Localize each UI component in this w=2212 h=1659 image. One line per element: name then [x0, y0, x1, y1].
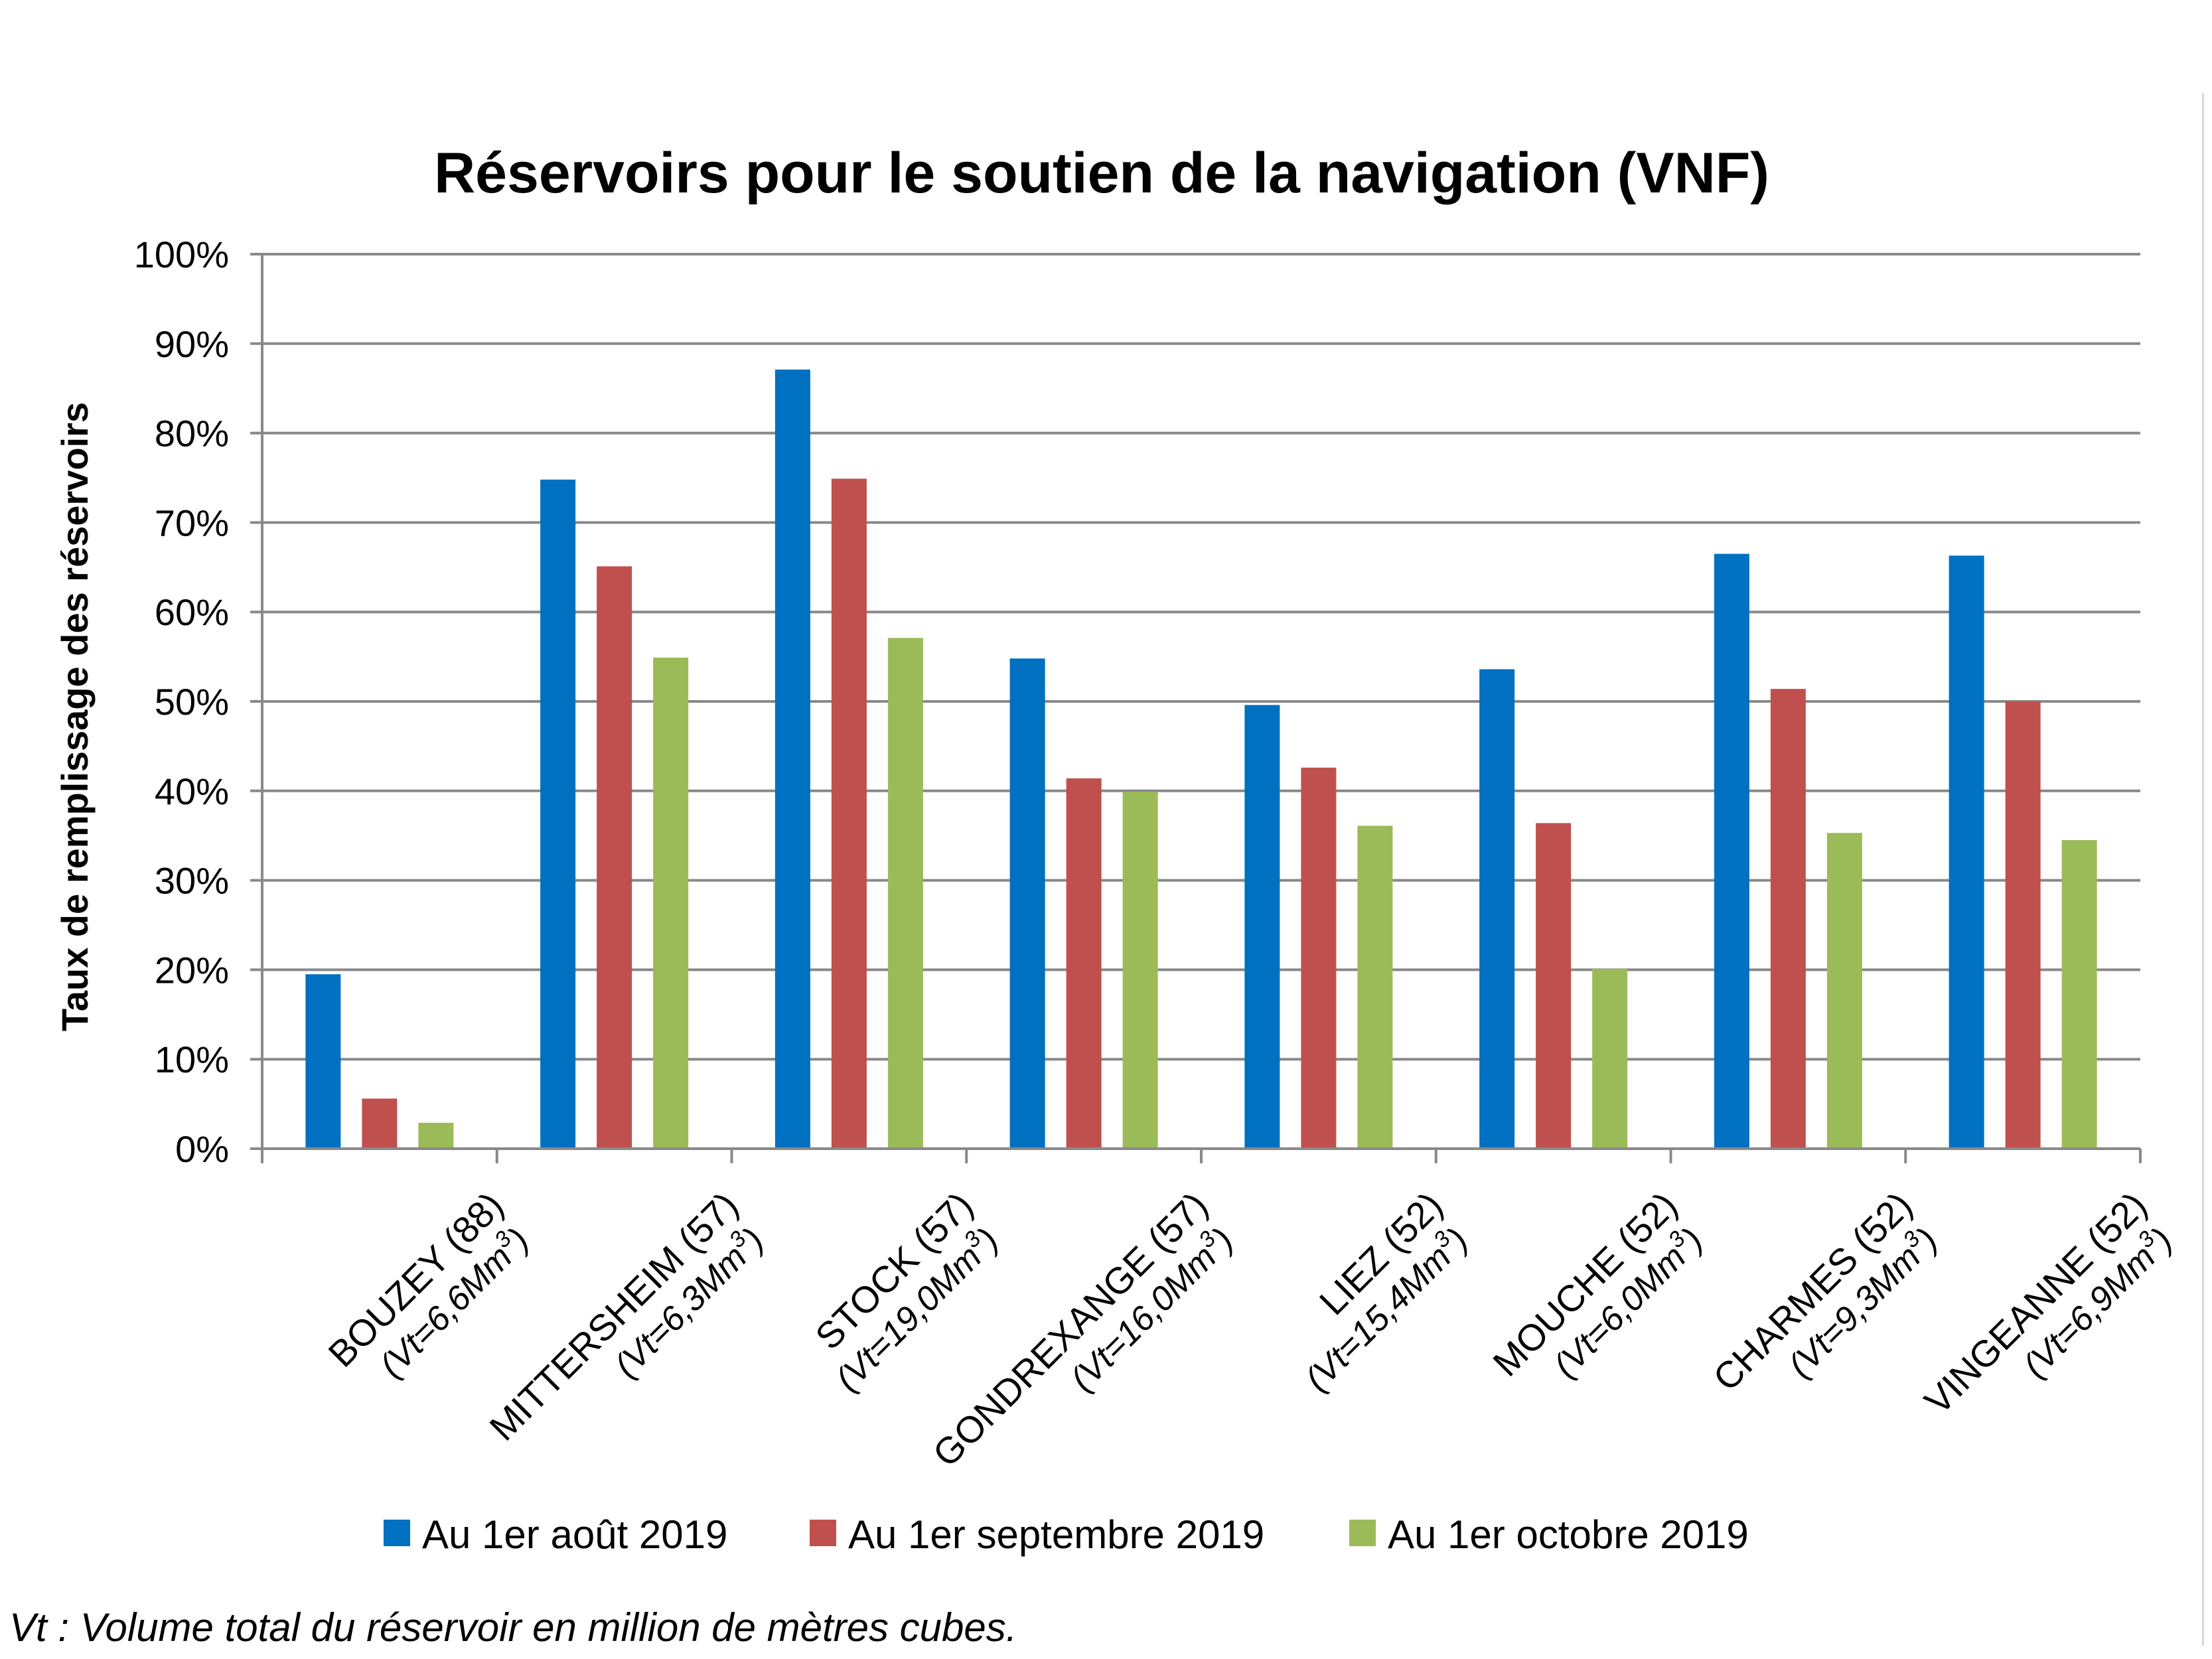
bar	[831, 478, 867, 1149]
panel-divider	[2202, 93, 2204, 1646]
y-tick-label: 100%	[134, 234, 229, 275]
bar	[2061, 839, 2097, 1149]
y-tick-label: 90%	[155, 323, 229, 365]
legend-label: Au 1er septembre 2019	[848, 1512, 1264, 1557]
y-tick-labels: 0% 10% 20% 30% 40% 50% 60% 70% 80% 90% 100%	[134, 234, 229, 1170]
bar	[1479, 669, 1515, 1149]
bar	[1301, 767, 1337, 1149]
bar	[1244, 705, 1280, 1149]
bar	[887, 638, 923, 1149]
bar	[1009, 658, 1045, 1149]
chart-title: Réservoirs pour le soutien de la navigat…	[434, 141, 1769, 205]
legend-label: Au 1er octobre 2019	[1388, 1512, 1749, 1557]
x-tick-label: STOCK (57)(Vt=19,0Mm3)	[807, 1184, 1006, 1399]
x-tick-label: LIEZ (52)(Vt=15,4Mm3)	[1298, 1184, 1476, 1399]
bar	[1949, 555, 1984, 1149]
legend-swatch	[384, 1520, 410, 1546]
bar	[1826, 833, 1862, 1149]
x-tick-label: VINGEANNE (52)(Vt=6,9Mm3)	[1916, 1184, 2179, 1422]
x-tick-label: MITTERSHEIM (57)(Vt=6,3Mm3)	[481, 1184, 771, 1449]
bar	[540, 479, 576, 1149]
bar	[418, 1122, 454, 1149]
bar	[362, 1098, 398, 1149]
y-tick-label: 30%	[155, 860, 229, 902]
bar	[1122, 792, 1158, 1149]
legend-swatch	[810, 1520, 836, 1546]
bar	[305, 974, 341, 1149]
footnote: Vt : Volume total du réservoir en millio…	[9, 1605, 1017, 1650]
y-tick-label: 40%	[155, 770, 229, 812]
y-tick-label: 10%	[155, 1039, 229, 1080]
bar	[1592, 969, 1628, 1149]
y-axis-label: Taux de remplissage des réservoirs	[54, 402, 96, 1031]
bar	[1357, 826, 1393, 1149]
x-tick-label: CHARMES (52)(Vt=9,3Mm3)	[1705, 1184, 1945, 1399]
legend-label: Au 1er août 2019	[422, 1512, 727, 1557]
axes	[250, 253, 2142, 1163]
y-tick-label: 70%	[155, 502, 229, 543]
bars	[305, 369, 2097, 1149]
x-tick-label: MOUCHE (52)(Vt=6,0Mm3)	[1485, 1184, 1710, 1385]
category-name: MITTERSHEIM (57)	[481, 1184, 746, 1449]
bar	[597, 566, 632, 1149]
y-tick-label: 0%	[175, 1128, 229, 1170]
legend: Au 1er août 2019 Au 1er septembre 2019 Au …	[384, 1512, 1749, 1557]
y-tick-label: 60%	[155, 591, 229, 633]
bar	[1714, 553, 1749, 1149]
legend-swatch	[1349, 1520, 1376, 1546]
y-tick-label: 20%	[155, 949, 229, 991]
bar	[2005, 701, 2041, 1149]
y-tick-label: 50%	[155, 681, 229, 723]
bar	[1536, 823, 1572, 1149]
bar	[774, 369, 810, 1149]
x-tick-label: BOUZEY (88)(Vt=6,6Mm3)	[320, 1184, 536, 1385]
y-tick-label: 80%	[155, 413, 229, 455]
bar	[1066, 778, 1102, 1149]
bar	[653, 657, 689, 1149]
bar	[1770, 689, 1806, 1149]
x-tick-labels: BOUZEY (88)(Vt=6,6Mm3)MITTERSHEIM (57)(V…	[320, 1184, 2180, 1475]
